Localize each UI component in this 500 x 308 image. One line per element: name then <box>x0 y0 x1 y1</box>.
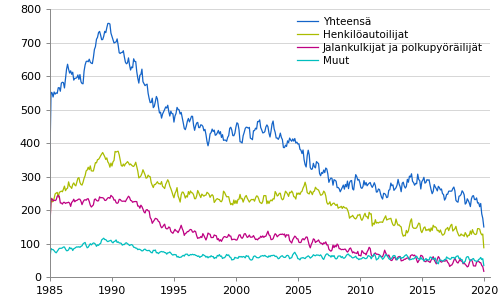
Jalankulkijat ja polkupyöräilijät <box>310 240 316 244</box>
Jalankulkijat ja polkupyöräilijät <box>47 223 53 227</box>
Yhteensä <box>374 190 380 194</box>
Line: Muut: Muut <box>50 238 484 265</box>
Henkilöautoilijat <box>400 234 406 238</box>
Muut <box>184 252 190 256</box>
Yhteensä <box>395 177 401 181</box>
Jalankulkijat ja polkupyöräilijät <box>184 231 190 235</box>
Muut <box>372 252 378 256</box>
Muut <box>395 257 401 260</box>
Yhteensä <box>47 153 53 157</box>
Muut <box>481 264 487 267</box>
Jalankulkijat ja polkupyöräilijät <box>395 255 401 259</box>
Line: Jalankulkijat ja polkupyöräilijät: Jalankulkijat ja polkupyöräilijät <box>50 195 484 271</box>
Muut <box>47 256 53 260</box>
Yhteensä <box>400 180 406 184</box>
Jalankulkijat ja polkupyöräilijät <box>481 270 487 273</box>
Henkilöautoilijat <box>184 194 190 198</box>
Yhteensä <box>184 124 190 128</box>
Yhteensä <box>106 22 112 25</box>
Jalankulkijat ja polkupyöräilijät <box>374 253 380 256</box>
Yhteensä <box>310 167 316 171</box>
Henkilöautoilijat <box>374 221 380 225</box>
Henkilöautoilijat <box>115 149 121 153</box>
Line: Henkilöautoilijat: Henkilöautoilijat <box>50 151 484 248</box>
Muut <box>100 236 106 240</box>
Henkilöautoilijat <box>47 221 53 224</box>
Muut <box>374 258 380 262</box>
Line: Yhteensä: Yhteensä <box>50 23 484 227</box>
Yhteensä <box>372 181 378 184</box>
Henkilöautoilijat <box>481 246 487 249</box>
Jalankulkijat ja polkupyöräilijät <box>372 252 378 255</box>
Legend: Yhteensä, Henkilöautoilijat, Jalankulkijat ja polkupyöräilijät, Muut: Yhteensä, Henkilöautoilijat, Jalankulkij… <box>294 14 485 68</box>
Jalankulkijat ja polkupyöräilijät <box>108 193 114 197</box>
Muut <box>400 256 406 260</box>
Henkilöautoilijat <box>395 223 401 227</box>
Henkilöautoilijat <box>372 222 378 226</box>
Yhteensä <box>481 225 487 229</box>
Jalankulkijat ja polkupyöräilijät <box>400 258 406 262</box>
Henkilöautoilijat <box>310 193 316 197</box>
Muut <box>310 254 316 258</box>
